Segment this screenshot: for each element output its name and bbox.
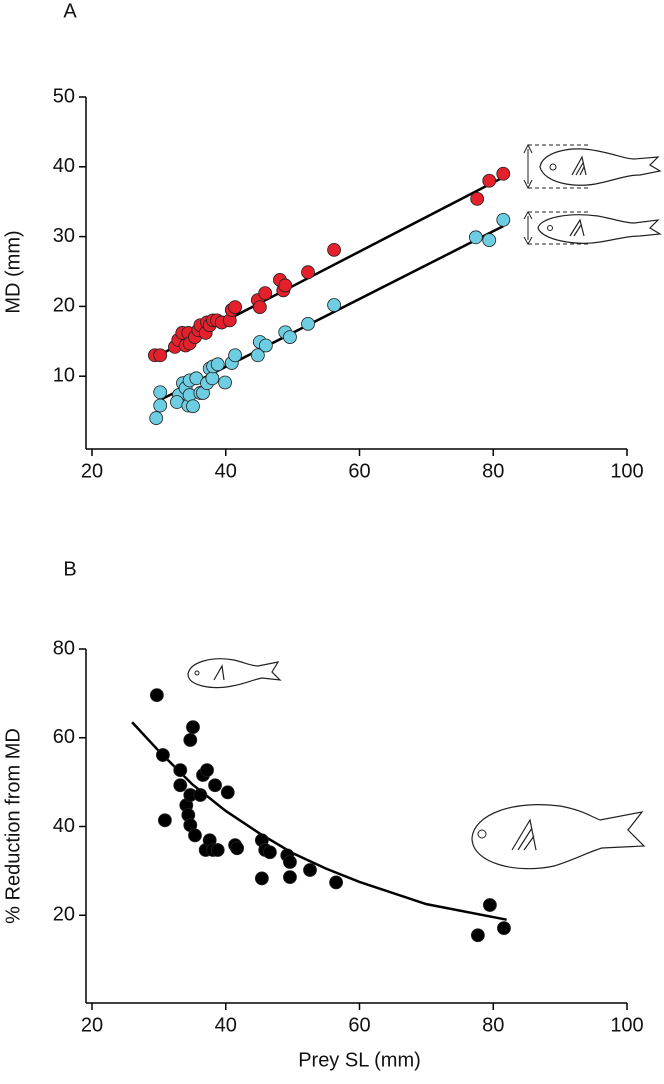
x-tick-label: 40 [215,460,237,482]
data-point [218,375,232,390]
data-point [283,870,297,884]
y-tick-label: 10 [53,364,75,386]
x-axis-label: Prey SL (mm) [298,1049,421,1071]
data-point [496,166,511,181]
data-point [258,338,273,353]
x-tick-label: 40 [215,1014,237,1036]
data-point [228,348,243,363]
data-point [482,173,497,188]
y-tick-label: 50 [53,85,75,107]
data-point [468,230,483,245]
data-point [303,863,317,877]
data-point [230,841,245,856]
fish-big [471,804,646,870]
fish-small [187,658,282,689]
y-axis-label: % Reduction from MD [2,728,24,924]
data-point [470,192,485,206]
data-point [278,278,293,293]
x-tick-label: 80 [482,1014,504,1036]
data-point [250,348,265,363]
data-point [153,348,168,363]
x-tick-label: 100 [610,460,643,482]
x-tick-label: 20 [81,460,103,482]
panel-label: A [63,0,77,22]
y-tick-label: 80 [53,637,75,659]
data-point [153,385,168,400]
data-point [283,330,297,345]
data-point [301,316,315,331]
data-point [170,395,184,409]
data-point [252,300,267,314]
data-point [173,778,188,793]
data-point [301,265,315,280]
data-point [470,928,485,943]
y-tick-label: 30 [53,225,75,247]
data-point [210,357,225,372]
data-point [496,212,511,227]
data-point [157,813,172,828]
x-tick-label: 60 [348,1014,370,1036]
data-point [149,411,164,425]
data-point [200,763,214,778]
data-point [258,286,273,301]
y-tick-label: 40 [53,155,75,177]
data-point [193,788,208,802]
data-point [220,785,235,800]
y-tick-label: 20 [53,904,75,926]
x-tick-label: 80 [482,460,504,482]
data-point [188,828,202,843]
data-point [173,763,188,778]
data-point [183,733,198,747]
y-tick-label: 60 [53,726,75,748]
data-point [153,398,168,413]
y-tick-label: 40 [53,815,75,837]
fish-large-md [523,143,662,190]
panel-label: B [63,558,76,580]
data-point [186,720,200,734]
y-axis-label: MD (mm) [2,230,24,313]
fish-icons [187,143,662,870]
data-point [205,371,220,386]
data-point [208,778,222,793]
data-point [329,875,343,890]
data-point [210,843,225,857]
data-point [149,688,164,703]
data-point [254,871,269,886]
x-tick-label: 60 [348,460,370,482]
x-tick-label: 20 [81,1014,103,1036]
data-point [327,298,341,312]
data-point [155,748,170,762]
fish-large-reduced [523,210,662,246]
data-point [283,855,297,869]
data-point [327,242,341,257]
y-tick-label: 20 [53,295,75,317]
x-tick-label: 100 [610,1014,643,1036]
data-point [483,898,497,912]
data-point [228,300,243,314]
data-point [482,233,497,247]
data-point [186,399,200,414]
data-point [262,845,277,860]
data-point [497,921,511,936]
